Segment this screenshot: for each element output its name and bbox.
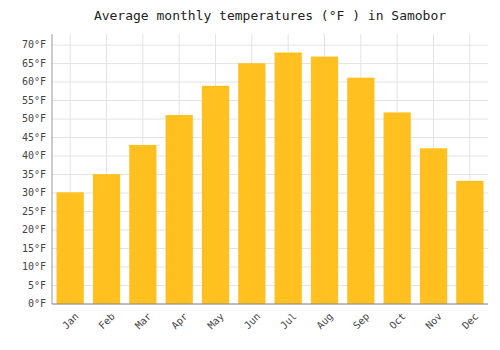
bar bbox=[202, 86, 229, 304]
title: Average monthly temperatures (°F ) in Sa… bbox=[94, 8, 446, 23]
y-tick-label: 0°F bbox=[28, 298, 46, 309]
y-tick-label: 70°F bbox=[22, 39, 46, 50]
bar bbox=[384, 112, 411, 304]
y-tick-label: 10°F bbox=[22, 261, 46, 272]
x-tick-label: Jul bbox=[278, 311, 299, 332]
y-grid-line bbox=[52, 137, 488, 138]
grid bbox=[52, 34, 488, 304]
bar bbox=[57, 192, 84, 304]
y-grid-line bbox=[52, 100, 488, 101]
y-tick-label: 65°F bbox=[22, 58, 46, 69]
y-tick-label: 50°F bbox=[22, 113, 46, 124]
bar bbox=[311, 57, 338, 304]
bar bbox=[129, 145, 156, 304]
y-tick-label: 60°F bbox=[22, 76, 46, 87]
bars bbox=[57, 52, 484, 304]
y-tick-label: 35°F bbox=[22, 169, 46, 180]
y-tick-label: 20°F bbox=[22, 224, 46, 235]
x-tick-label: Dec bbox=[460, 311, 481, 332]
y-tick-labels: 0°F 5°F 10°F 15°F 20°F 25°F 30°F 35°F 40°F 45°F 50… bbox=[22, 39, 46, 309]
bar bbox=[275, 52, 302, 304]
y-grid-line bbox=[52, 119, 488, 120]
y-grid-line bbox=[52, 82, 488, 83]
y-tick-label: 5°F bbox=[28, 280, 46, 291]
y-tick-label: 25°F bbox=[22, 206, 46, 217]
x-tick-label: Oct bbox=[387, 311, 408, 332]
chart-svg: 0°F 5°F 10°F 15°F 20°F 25°F 30°F 35°F 40°F 45°F 50… bbox=[0, 0, 500, 350]
bar bbox=[238, 63, 265, 304]
bar bbox=[347, 78, 374, 304]
y-tick-label: 55°F bbox=[22, 95, 46, 106]
bar bbox=[93, 174, 120, 304]
y-grid-line bbox=[52, 63, 488, 64]
y-grid-line bbox=[52, 45, 488, 46]
x-tick-label: Nov bbox=[423, 311, 444, 332]
x-tick-label: Jan bbox=[60, 311, 81, 332]
y-tick-label: 45°F bbox=[22, 132, 46, 143]
bar bbox=[166, 115, 193, 304]
x-tick-label: Sep bbox=[351, 311, 372, 332]
x-axis-line bbox=[52, 304, 488, 305]
y-tick-label: 30°F bbox=[22, 187, 46, 198]
y-tick-label: 15°F bbox=[22, 243, 46, 254]
x-tick-label: Mar bbox=[133, 311, 154, 332]
y-grid-line bbox=[52, 304, 488, 305]
x-tick-labels: Jan Feb Mar Apr May Jun Jul Aug Sep Oct Nov Dec bbox=[60, 311, 480, 332]
x-tick-label: Apr bbox=[169, 311, 190, 332]
y-axis-line bbox=[52, 34, 53, 304]
x-tick-label: Aug bbox=[314, 311, 335, 332]
x-tick-label: Feb bbox=[96, 311, 117, 332]
bar bbox=[456, 181, 483, 304]
x-tick-label: Jun bbox=[242, 311, 263, 332]
bar bbox=[420, 148, 447, 304]
x-tick-label: May bbox=[205, 311, 226, 332]
chart-container: 0°F 5°F 10°F 15°F 20°F 25°F 30°F 35°F 40°F 45°F 50… bbox=[0, 0, 500, 350]
y-tick-label: 40°F bbox=[22, 150, 46, 161]
